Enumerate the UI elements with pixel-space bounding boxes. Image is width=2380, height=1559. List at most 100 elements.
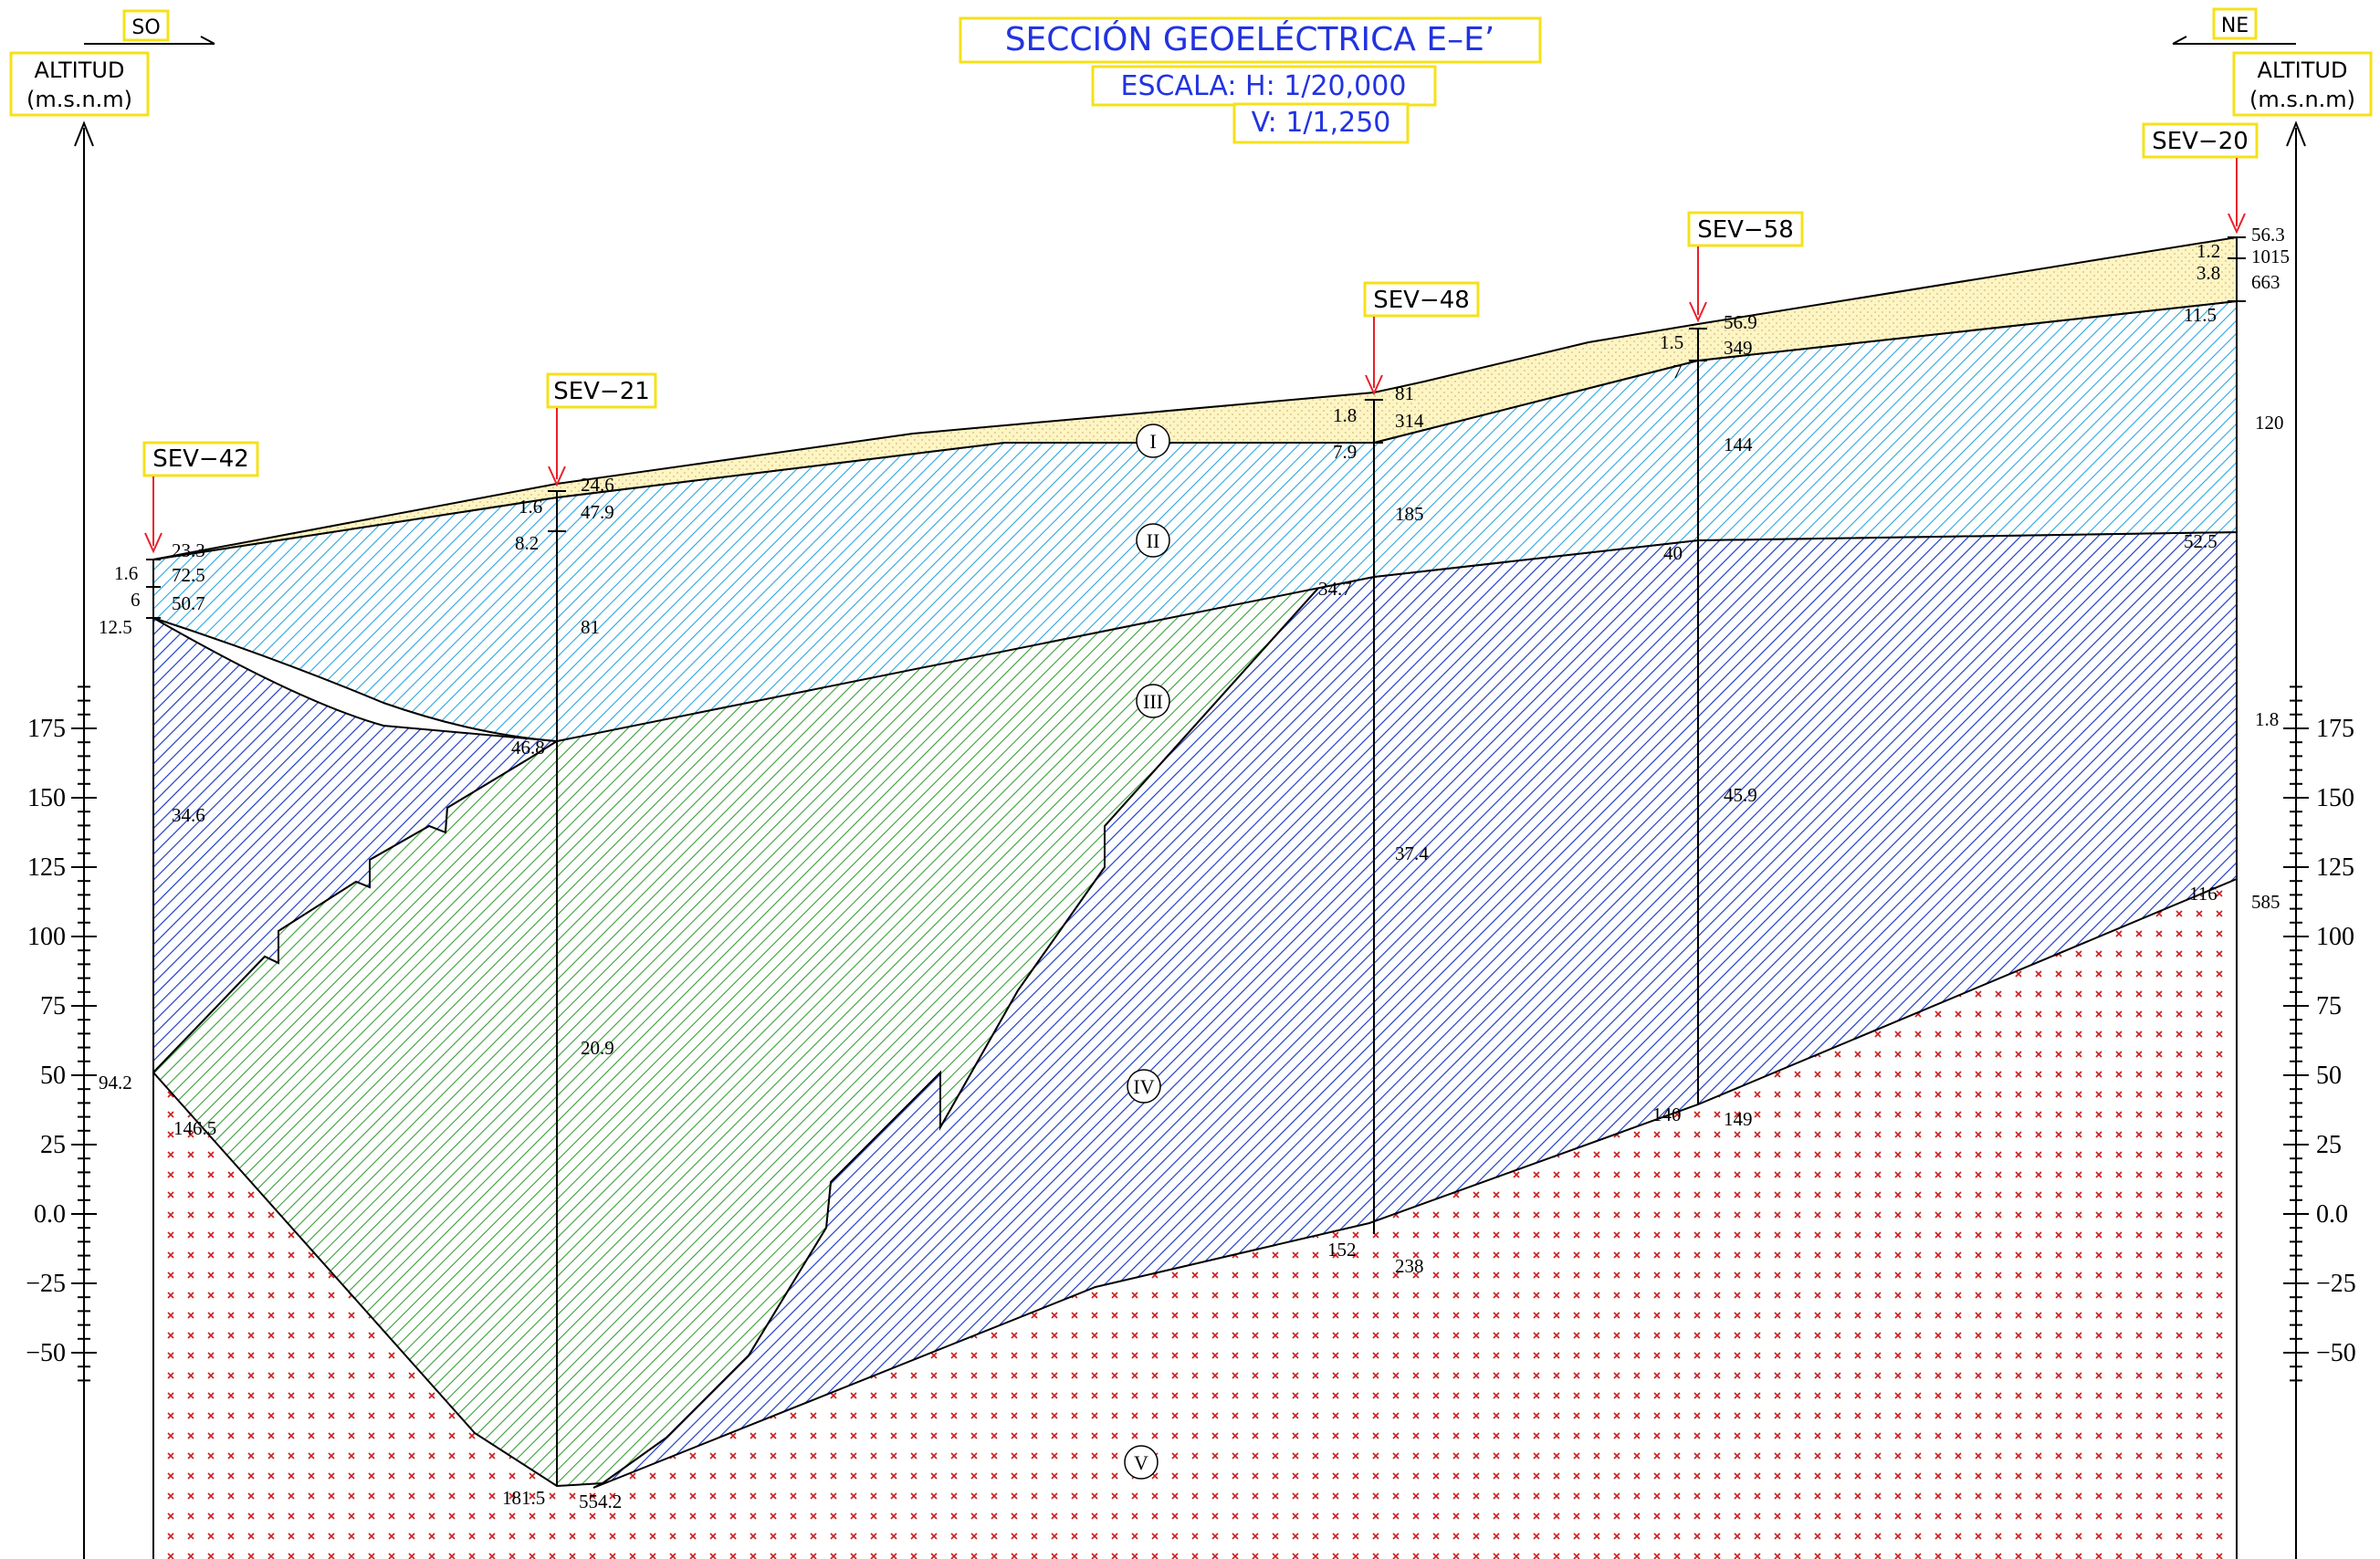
svg-text:I: I	[1149, 430, 1156, 453]
right-altitude-axis	[2286, 120, 2306, 1559]
value-label: 349	[1724, 337, 1753, 359]
scale-vertical: V: 1/1,250	[1252, 107, 1391, 139]
axis-tick-label-left: 100	[27, 923, 66, 951]
axis-tick-label-right: −25	[2316, 1270, 2356, 1298]
ne-label: NE	[2221, 15, 2249, 37]
value-label: 34.6	[172, 804, 205, 826]
value-label: 81	[581, 616, 600, 638]
value-label: 6	[131, 589, 141, 611]
title-block: SECCIÓN GEOELÉCTRICA E–E’ ESCALA: H: 1/2…	[959, 16, 1542, 144]
svg-text:IV: IV	[1133, 1075, 1154, 1098]
value-label: 1015	[2251, 246, 2290, 267]
sev-42-arrow-icon	[144, 532, 163, 554]
svg-text:V: V	[1134, 1451, 1148, 1474]
axis-tick-label-right: 175	[2316, 715, 2354, 743]
sev-20-arrow-icon	[2228, 213, 2246, 235]
value-label: 152	[1327, 1239, 1357, 1261]
unit-III-marker: III	[1136, 684, 1170, 718]
sev-20-label: SEV−20	[2152, 128, 2249, 155]
value-label: 1.5	[1660, 331, 1683, 353]
value-label: 585	[2251, 891, 2280, 913]
altitude-title-right: ALTITUD (m.s.n.m)	[2232, 51, 2373, 117]
value-label: 11.5	[2184, 304, 2217, 326]
axis-tick-label-right: 25	[2316, 1131, 2342, 1159]
value-label: 1.8	[1333, 404, 1357, 426]
unit-II-region	[152, 299, 2238, 743]
altitude-label-line2: (m.s.n.m)	[26, 87, 132, 112]
svg-text:II: II	[1147, 529, 1160, 552]
scale-horizontal: ESCALA: H: 1/20,000	[1121, 70, 1407, 102]
value-label: 116	[2189, 883, 2217, 905]
axis-tick-label-right: −50	[2316, 1339, 2356, 1367]
axis-tick-label-left: 150	[27, 784, 66, 812]
unit-I-region	[152, 235, 2238, 560]
axis-tick-label-left: 75	[40, 992, 66, 1020]
value-label: 1.2	[2197, 240, 2220, 262]
value-label: 37.4	[1395, 842, 1429, 864]
axis-tick-label-right: 50	[2316, 1062, 2342, 1090]
value-label: 45.9	[1724, 784, 1757, 806]
value-label: 12.5	[99, 616, 132, 638]
unit-V-region	[153, 879, 2237, 1559]
value-label: 52.5	[2184, 530, 2217, 552]
value-label: 40	[1663, 542, 1683, 564]
sev-42-marker: SEV−42	[142, 441, 259, 554]
value-label: 314	[1395, 410, 1424, 432]
value-label: 8.2	[515, 532, 539, 554]
value-label: 56.9	[1724, 311, 1757, 333]
value-label: 554.2	[579, 1491, 622, 1512]
altitude-label-line2-right: (m.s.n.m)	[2249, 87, 2355, 112]
value-label: 46.8	[511, 737, 545, 759]
value-label: 50.7	[172, 592, 205, 614]
unit-II-marker: II	[1136, 523, 1170, 558]
value-label: 120	[2255, 412, 2284, 434]
value-label: 1.8	[2255, 708, 2279, 730]
unit-I-marker: I	[1136, 424, 1170, 458]
axis-tick-label-left: −25	[26, 1270, 66, 1298]
value-label: 20.9	[581, 1037, 614, 1059]
axis-tick-label-right: 100	[2316, 923, 2354, 951]
value-label: 81	[1395, 382, 1414, 404]
unit-V-marker: V	[1124, 1445, 1159, 1480]
axis-tick-label-left: −50	[26, 1339, 66, 1367]
sev-58-label: SEV−58	[1697, 216, 1794, 244]
value-label: 144	[1724, 434, 1753, 455]
value-label: 7.9	[1333, 441, 1357, 463]
axis-tick-label-right: 0.0	[2316, 1200, 2348, 1229]
sev-20-marker: SEV−20	[2142, 122, 2259, 235]
value-label: 1.6	[114, 562, 138, 584]
ne-marker: NE	[2172, 7, 2296, 45]
sev-21-label: SEV−21	[553, 378, 650, 405]
sev-58-arrow-icon	[1689, 301, 1707, 323]
value-label: 47.9	[581, 501, 614, 523]
value-label: 72.5	[172, 564, 205, 586]
sev-48-arrow-icon	[1365, 374, 1383, 396]
value-label: 663	[2251, 271, 2280, 293]
sev-48-label: SEV−48	[1373, 287, 1470, 314]
axis-tick-label-left: 0.0	[34, 1200, 66, 1229]
value-label: 7	[1672, 361, 1683, 382]
svg-text:III: III	[1143, 690, 1163, 713]
axis-tick-label-right: 150	[2316, 784, 2354, 812]
sev-58-marker: SEV−58	[1687, 211, 1804, 323]
value-label: 3.8	[2197, 262, 2220, 284]
axis-tick-label-left: 125	[27, 853, 66, 882]
altitude-label-line1-right: ALTITUD	[2258, 58, 2348, 83]
unit-III-region	[152, 575, 1331, 1488]
sev-21-marker: SEV−21	[546, 372, 657, 487]
left-altitude-axis	[74, 120, 94, 1559]
axis-tick-label-left: 25	[40, 1131, 66, 1159]
so-marker: SO	[84, 9, 215, 45]
value-label: 185	[1395, 503, 1424, 525]
value-label: 140	[1652, 1104, 1682, 1125]
sev-48-marker: SEV−48	[1363, 281, 1480, 396]
value-label: 181.5	[502, 1487, 545, 1509]
diagram-title: SECCIÓN GEOELÉCTRICA E–E’	[1005, 20, 1495, 58]
altitude-title-left: ALTITUD (m.s.n.m)	[9, 51, 150, 117]
value-label: 34.7	[1318, 578, 1352, 600]
value-label: 1.6	[519, 496, 542, 518]
so-label: SO	[131, 16, 160, 39]
value-label: 149	[1724, 1108, 1753, 1130]
value-label: 238	[1395, 1255, 1424, 1277]
